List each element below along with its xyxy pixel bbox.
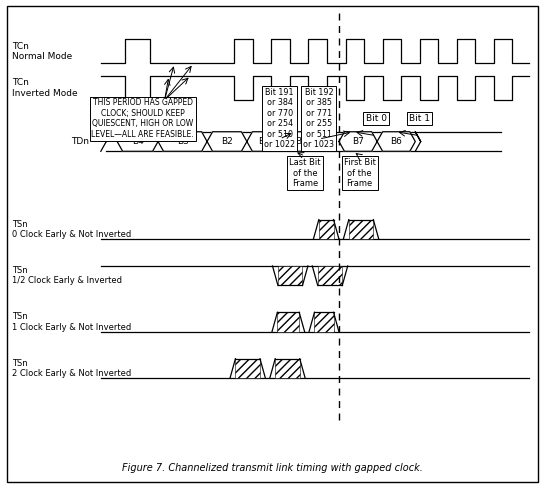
Polygon shape: [377, 132, 415, 151]
Text: Figure 7. Channelized transmit link timing with gapped clock.: Figure 7. Channelized transmit link timi…: [122, 464, 423, 473]
Polygon shape: [278, 266, 302, 285]
Polygon shape: [207, 132, 247, 151]
Text: B6: B6: [390, 137, 402, 146]
Text: B4: B4: [132, 137, 143, 146]
Text: Bit 0: Bit 0: [366, 114, 386, 123]
Text: TSn
1/2 Clock Early & Inverted: TSn 1/2 Clock Early & Inverted: [12, 266, 122, 285]
Text: B7: B7: [352, 137, 364, 146]
Polygon shape: [277, 312, 299, 332]
Text: B3: B3: [177, 137, 189, 146]
Text: THIS PERIOD HAS GAPPED
CLOCK; SHOULD KEEP
QUIESCENT, HIGH OR LOW
LEVEL—ALL ARE F: THIS PERIOD HAS GAPPED CLOCK; SHOULD KEE…: [92, 99, 194, 139]
Polygon shape: [235, 359, 260, 378]
Text: First Bit
of the
Frame: First Bit of the Frame: [344, 158, 376, 188]
Text: Bit 191
or 384
or 770
or 254
or 510
or 1022: Bit 191 or 384 or 770 or 254 or 510 or 1…: [264, 88, 295, 149]
Polygon shape: [282, 132, 320, 151]
Polygon shape: [275, 359, 300, 378]
Text: Bit 1: Bit 1: [409, 114, 430, 123]
Polygon shape: [247, 132, 282, 151]
Polygon shape: [319, 220, 334, 239]
Text: TSn
2 Clock Early & Not Inverted: TSn 2 Clock Early & Not Inverted: [12, 359, 131, 378]
Text: TDn: TDn: [71, 137, 89, 146]
Text: B0: B0: [295, 137, 307, 146]
Polygon shape: [318, 266, 342, 285]
Polygon shape: [158, 132, 207, 151]
Text: Bit 192
or 385
or 771
or 255
or 511
or 1023: Bit 192 or 385 or 771 or 255 or 511 or 1…: [304, 88, 334, 149]
Text: B1: B1: [258, 137, 270, 146]
Polygon shape: [349, 220, 373, 239]
Polygon shape: [314, 312, 334, 332]
Text: TSn
0 Clock Early & Not Inverted: TSn 0 Clock Early & Not Inverted: [12, 220, 131, 239]
Text: B2: B2: [221, 137, 233, 146]
Polygon shape: [117, 132, 158, 151]
Polygon shape: [339, 132, 377, 151]
Text: Last Bit
of the
Frame: Last Bit of the Frame: [289, 158, 321, 188]
Text: TCn
Normal Mode: TCn Normal Mode: [12, 41, 72, 61]
Text: TSn
1 Clock Early & Not Inverted: TSn 1 Clock Early & Not Inverted: [12, 312, 131, 332]
Text: TCn
Inverted Mode: TCn Inverted Mode: [12, 78, 77, 98]
